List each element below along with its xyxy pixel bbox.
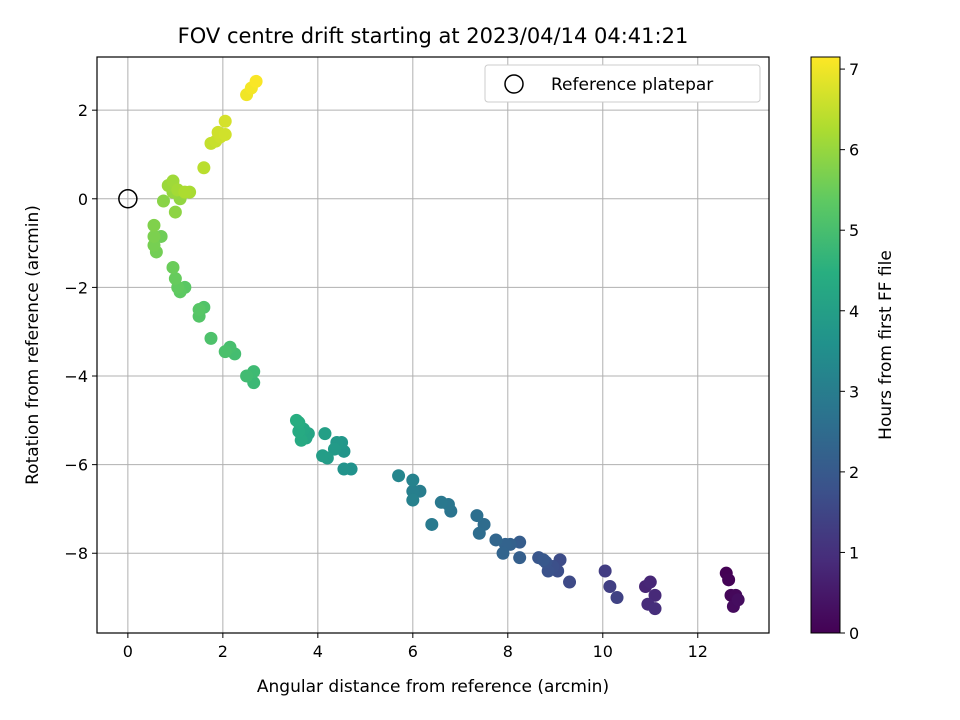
- colorbar-tick-label: 3: [849, 382, 859, 401]
- data-point: [425, 517, 439, 531]
- x-tick-label: 10: [593, 642, 613, 661]
- data-point: [218, 128, 232, 142]
- data-point: [406, 473, 420, 487]
- plot-area-background: [97, 57, 769, 633]
- data-point: [610, 591, 624, 605]
- colorbar: 0 1 2 3 4 5 6 7 Hours from first FF file: [810, 56, 896, 643]
- data-point: [327, 442, 341, 456]
- data-point: [197, 161, 211, 175]
- x-tick-label: 8: [503, 642, 513, 661]
- grid-lines: [97, 57, 769, 633]
- data-point: [147, 229, 161, 243]
- data-point: [192, 303, 206, 317]
- y-tick-label: 0: [78, 190, 88, 209]
- legend-label-reference: Reference platepar: [551, 75, 713, 95]
- colorbar-ticks: 0 1 2 3 4 5 6 7: [840, 60, 859, 643]
- y-axis-label: Rotation from reference (arcmin): [23, 205, 43, 485]
- data-point: [513, 551, 527, 565]
- data-point: [392, 469, 406, 483]
- colorbar-gradient: [810, 56, 841, 634]
- data-point: [603, 579, 617, 593]
- y-axis-ticks: −8 −6 −4 −2 0 2: [64, 101, 97, 563]
- reference-point-marker: [118, 189, 138, 209]
- data-point: [470, 509, 484, 523]
- colorbar-tick-label: 1: [849, 543, 859, 562]
- data-point: [204, 331, 218, 345]
- data-point: [496, 546, 510, 560]
- colorbar-tick-label: 2: [849, 463, 859, 482]
- x-tick-label: 2: [218, 642, 228, 661]
- colorbar-tick-label: 0: [849, 624, 859, 643]
- data-point: [648, 602, 662, 616]
- colorbar-tick-label: 5: [849, 221, 859, 240]
- data-point: [472, 526, 486, 540]
- chart-title: FOV centre drift starting at 2023/04/14 …: [178, 24, 689, 48]
- data-point: [648, 588, 662, 602]
- colorbar-tick-label: 7: [849, 60, 859, 79]
- x-tick-label: 0: [123, 642, 133, 661]
- plot-area-frame: [96, 56, 770, 634]
- data-point: [643, 575, 657, 589]
- legend-marker-reference: [504, 74, 524, 94]
- data-point: [168, 272, 182, 286]
- data-point: [240, 369, 254, 383]
- x-tick-label: 6: [408, 642, 418, 661]
- y-tick-label: −8: [64, 544, 88, 563]
- colorbar-tick-label: 4: [849, 302, 859, 321]
- data-point: [166, 260, 180, 274]
- y-tick-label: 2: [78, 101, 88, 120]
- data-point: [218, 114, 232, 128]
- data-point: [218, 345, 232, 359]
- y-tick-label: −2: [64, 278, 88, 297]
- x-tick-label: 4: [313, 642, 323, 661]
- data-point: [156, 194, 170, 208]
- x-axis-ticks: 0 2 4 6 8 10 12: [123, 633, 708, 661]
- data-point: [598, 564, 612, 578]
- data-point: [563, 575, 577, 589]
- data-point: [434, 495, 448, 509]
- data-point: [147, 218, 161, 232]
- data-point: [168, 205, 182, 219]
- legend-box: [484, 64, 761, 103]
- data-point: [316, 449, 330, 463]
- x-tick-label: 12: [688, 642, 708, 661]
- data-point: [722, 573, 736, 587]
- data-point: [337, 462, 351, 476]
- data-point: [249, 74, 263, 88]
- data-point: [489, 533, 503, 547]
- data-point: [289, 413, 303, 427]
- data-point: [536, 553, 550, 567]
- data-point: [318, 427, 332, 441]
- colorbar-label: Hours from first FF file: [876, 250, 896, 440]
- y-tick-label: −4: [64, 367, 88, 386]
- y-tick-label: −6: [64, 456, 88, 475]
- data-points: [147, 74, 745, 616]
- x-axis-label: Angular distance from reference (arcmin): [257, 677, 609, 697]
- data-point: [731, 593, 745, 607]
- data-point: [406, 493, 420, 507]
- legend: Reference platepar: [484, 64, 761, 103]
- colorbar-tick-label: 6: [849, 141, 859, 160]
- data-point: [178, 185, 192, 199]
